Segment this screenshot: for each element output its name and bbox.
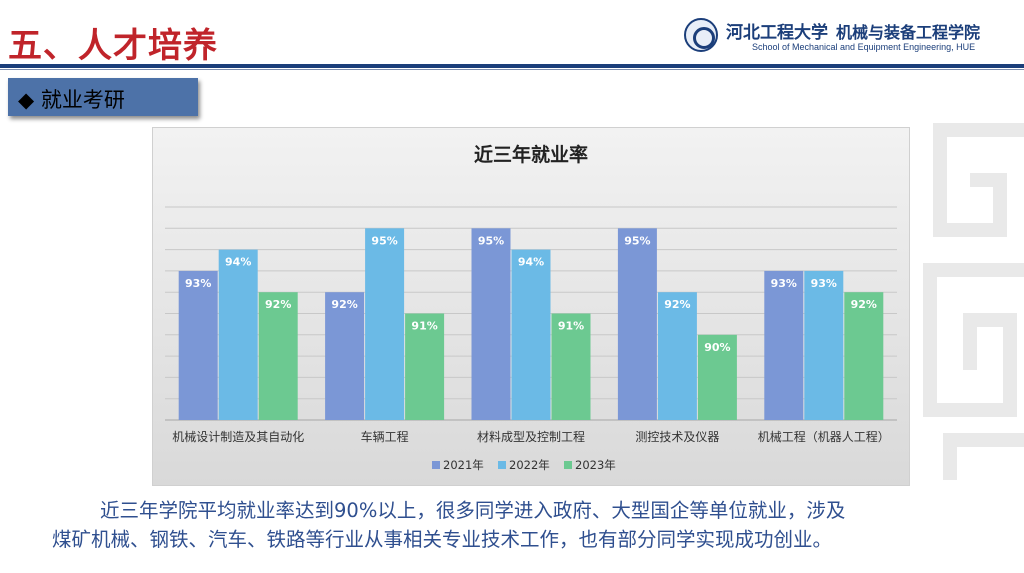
chart-bar (258, 292, 298, 420)
chart-bar (405, 313, 445, 420)
diamond-icon: ◆ (18, 88, 35, 112)
chart-legend-label: 2022年 (509, 458, 550, 472)
chart-legend-swatch (498, 461, 506, 469)
chart-bar (697, 334, 737, 420)
chart-bar (617, 228, 657, 420)
page-title: 五、人才培养 (8, 26, 218, 66)
university-seal-icon (684, 18, 718, 52)
summary-line-1: 近三年学院平均就业率达到90%以上，很多同学进入政府、大型国企等单位就业，涉及 (100, 499, 846, 522)
chart-data-label: 93% (771, 277, 797, 290)
logo-school-name-en: School of Mechanical and Equipment Engin… (752, 42, 976, 52)
chart-data-label: 92% (851, 298, 877, 311)
chart-legend-label: 2021年 (443, 458, 484, 472)
chart-data-label: 94% (518, 256, 544, 269)
university-logo: 河北工程大学 机械与装备工程学院 School of Mechanical an… (684, 16, 1020, 58)
chart-data-label: 91% (411, 320, 437, 333)
section-heading-text: 就业考研 (40, 88, 125, 112)
chart-legend-label: 2023年 (575, 458, 616, 472)
employment-rate-chart: 近三年就业率 93% 94% 92% 机械设计制造及其自动化 92% 95% 91% 车辆工程 9… (152, 127, 910, 486)
chart-bar (471, 228, 511, 420)
chart-bar (178, 270, 218, 420)
chart-data-label: 93% (185, 277, 211, 290)
header-divider (0, 64, 1024, 68)
chart-data-label: 92% (664, 298, 690, 311)
chart-legend-swatch (432, 461, 440, 469)
logo-university-name: 河北工程大学 (726, 23, 828, 43)
chart-data-label: 95% (371, 234, 397, 247)
chart-data-label: 92% (265, 298, 291, 311)
chart-bar (218, 249, 258, 420)
chart-data-label: 94% (225, 256, 251, 269)
chart-svg: 近三年就业率 93% 94% 92% 机械设计制造及其自动化 92% 95% 91% 车辆工程 9… (165, 143, 897, 472)
chart-bar (551, 313, 591, 420)
chart-bar (657, 292, 697, 420)
chart-legend-swatch (564, 461, 572, 469)
chart-data-label: 93% (811, 277, 837, 290)
decorative-pattern (923, 123, 1024, 480)
chart-bar (325, 292, 365, 420)
chart-data-label: 92% (331, 298, 357, 311)
chart-title: 近三年就业率 (474, 143, 588, 166)
chart-category-label: 机械设计制造及其自动化 (172, 429, 304, 444)
chart-category-label: 车辆工程 (361, 429, 409, 444)
chart-category-label: 材料成型及控制工程 (477, 429, 585, 444)
section-heading: ◆ 就业考研 (8, 78, 198, 116)
header-divider-thin (0, 69, 1024, 70)
summary-line-2: 煤矿机械、钢铁、汽车、铁路等行业从事相关专业技术工作，也有部分同学实现成功创业。 (52, 528, 833, 551)
chart-data-label: 91% (558, 320, 584, 333)
chart-data-label: 90% (704, 341, 730, 354)
chart-category-label: 测控技术及仪器 (635, 430, 719, 444)
chart-data-label: 95% (478, 234, 504, 247)
chart-bar (365, 228, 405, 420)
chart-bar (804, 270, 844, 420)
summary-paragraph: 近三年学院平均就业率达到90%以上，很多同学进入政府、大型国企等单位就业，涉及 … (30, 496, 994, 554)
chart-bar (511, 249, 551, 420)
chart-data-label: 95% (624, 234, 650, 247)
chart-category-label: 机械工程（机器人工程） (758, 429, 890, 444)
chart-bar (764, 270, 804, 420)
section-heading-label: ◆ 就业考研 (18, 84, 125, 114)
logo-school-name-cn: 机械与装备工程学院 (836, 23, 981, 42)
chart-bar (844, 292, 884, 420)
